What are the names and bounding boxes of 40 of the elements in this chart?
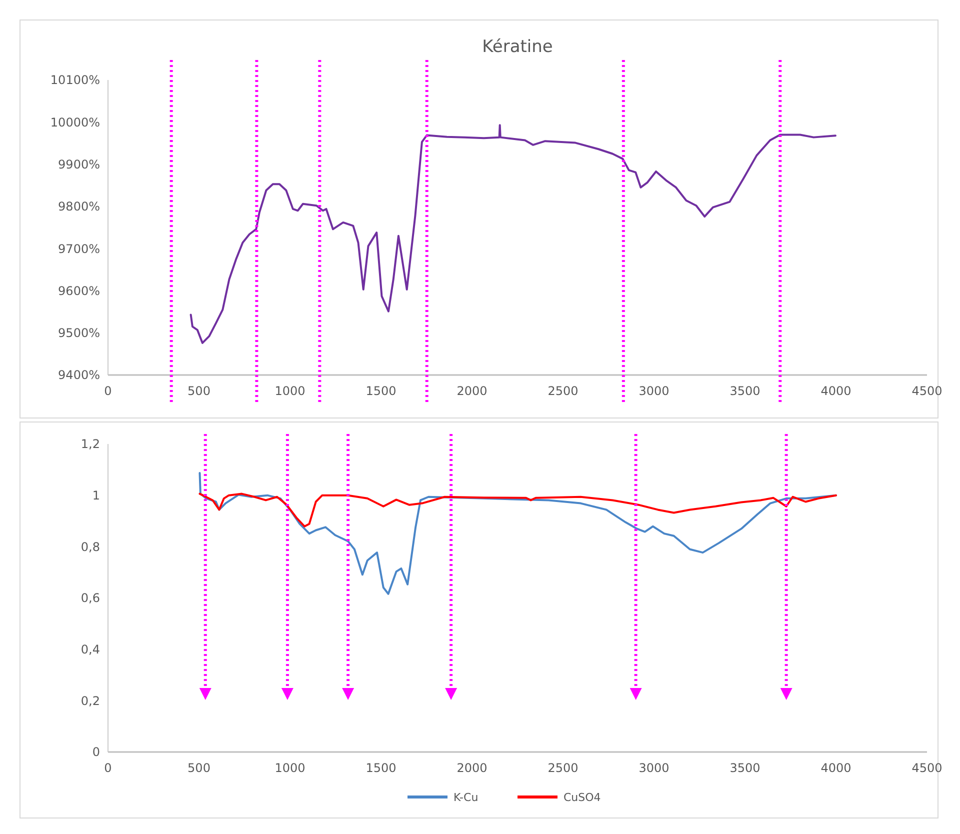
x-tick-label: 4500: [912, 384, 942, 398]
y-tick-label: 1,2: [80, 437, 100, 452]
x-tick-label: 3000: [638, 761, 670, 775]
x-tick-label: 1500: [366, 761, 396, 775]
y-tick-label: 10100%: [50, 73, 100, 88]
x-tick-label: 500: [188, 761, 210, 775]
x-tick-label: 500: [188, 384, 210, 398]
line-series: [198, 492, 837, 528]
y-tick-label: 0,8: [80, 540, 100, 554]
y-tick-label: 9600%: [58, 284, 100, 298]
x-tick-label: 4000: [820, 761, 852, 775]
y-tick-label: 10000%: [50, 115, 100, 130]
y-tick-label: 9800%: [58, 200, 100, 214]
x-tick-label: 2500: [548, 384, 578, 398]
x-tick-label: 3000: [638, 384, 670, 398]
x-tick-label: 4500: [912, 761, 942, 775]
x-tick-label: 2500: [548, 761, 578, 775]
line-series: [190, 124, 836, 344]
chart-title: Kératine: [482, 37, 553, 57]
legend-label: CuSO4: [564, 790, 601, 804]
y-tick-label: 9700%: [58, 242, 100, 256]
x-tick-label: 3500: [730, 761, 760, 775]
y-tick-label: 9900%: [58, 157, 100, 172]
x-tick-label: 0: [104, 384, 112, 398]
legend-label: K-Cu: [454, 790, 478, 804]
x-tick-label: 1000: [274, 384, 306, 398]
y-tick-label: 1: [92, 488, 100, 503]
y-tick-label: 0,4: [80, 642, 100, 657]
y-tick-label: 0: [92, 745, 100, 760]
y-tick-label: 0,2: [80, 694, 100, 708]
x-tick-label: 4000: [820, 384, 852, 398]
x-tick-label: 1000: [274, 761, 306, 775]
x-tick-label: 2000: [456, 384, 488, 398]
y-tick-label: 9400%: [58, 368, 100, 382]
y-tick-label: 0,6: [80, 591, 100, 606]
x-tick-label: 1500: [366, 384, 396, 398]
x-tick-label: 2000: [456, 761, 488, 775]
x-tick-label: 0: [104, 761, 112, 775]
y-tick-label: 9500%: [58, 326, 100, 340]
x-tick-label: 3500: [730, 384, 760, 398]
